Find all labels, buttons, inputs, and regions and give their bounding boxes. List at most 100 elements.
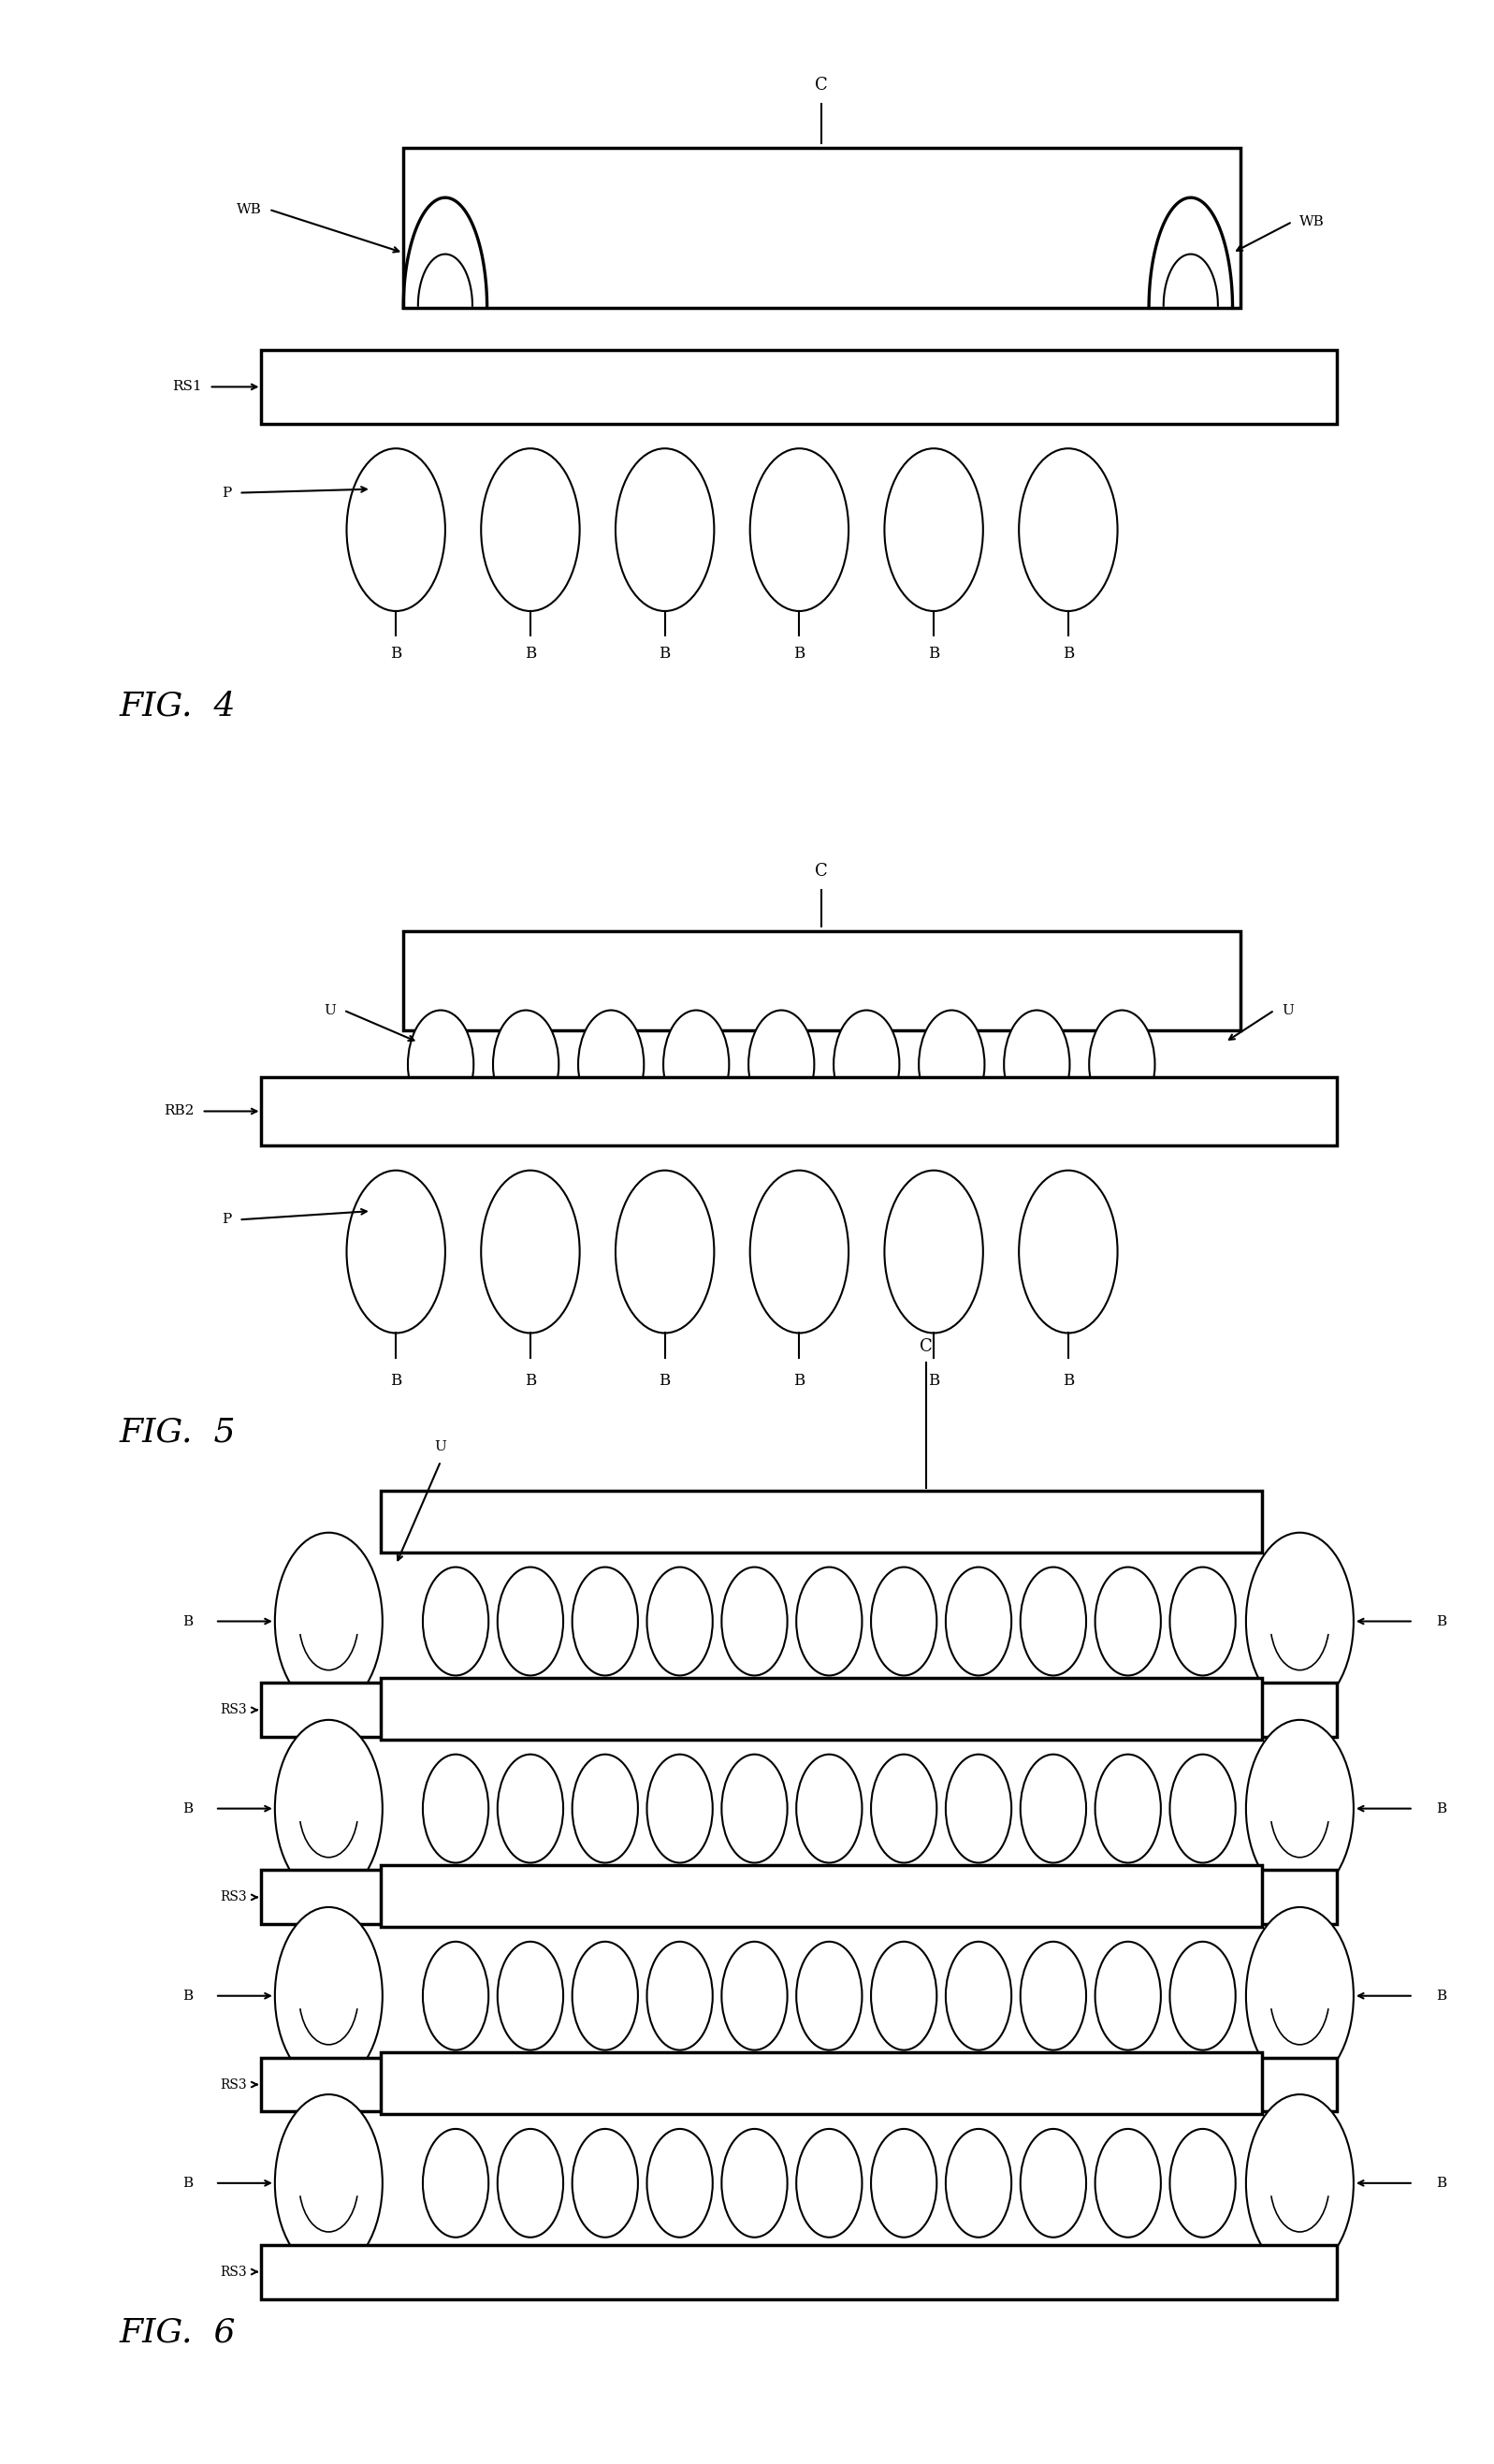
Text: B: B xyxy=(1436,1614,1446,1629)
Ellipse shape xyxy=(275,2094,382,2272)
Bar xyxy=(261,1870,1337,1924)
Ellipse shape xyxy=(946,1942,1011,2050)
Ellipse shape xyxy=(722,2129,787,2237)
Ellipse shape xyxy=(722,1754,787,1863)
Bar xyxy=(381,1491,1262,1552)
Text: B: B xyxy=(182,1614,193,1629)
Ellipse shape xyxy=(722,1942,787,2050)
Text: RS3: RS3 xyxy=(220,1703,247,1717)
Text: B: B xyxy=(1062,646,1074,660)
Ellipse shape xyxy=(1004,1010,1070,1119)
Ellipse shape xyxy=(946,1754,1011,1863)
Text: C: C xyxy=(920,1338,932,1355)
Ellipse shape xyxy=(884,448,983,611)
Ellipse shape xyxy=(1246,2094,1354,2272)
Ellipse shape xyxy=(946,2129,1011,2237)
Ellipse shape xyxy=(1019,1170,1118,1333)
Ellipse shape xyxy=(1170,2129,1236,2237)
Ellipse shape xyxy=(498,1567,563,1676)
Text: FIG.  4: FIG. 4 xyxy=(120,690,236,722)
Ellipse shape xyxy=(796,1942,862,2050)
Ellipse shape xyxy=(572,2129,638,2237)
Text: RS3: RS3 xyxy=(220,2077,247,2092)
Ellipse shape xyxy=(493,1010,559,1119)
Ellipse shape xyxy=(498,2129,563,2237)
Ellipse shape xyxy=(796,1754,862,1863)
Ellipse shape xyxy=(1020,2129,1086,2237)
Text: B: B xyxy=(1436,1801,1446,1816)
Ellipse shape xyxy=(275,1907,382,2085)
Ellipse shape xyxy=(481,1170,580,1333)
Text: B: B xyxy=(1436,2176,1446,2190)
Ellipse shape xyxy=(1246,1533,1354,1710)
Ellipse shape xyxy=(498,1942,563,2050)
Text: B: B xyxy=(524,1372,536,1387)
Text: B: B xyxy=(524,646,536,660)
Ellipse shape xyxy=(1170,1567,1236,1676)
Ellipse shape xyxy=(647,2129,713,2237)
Ellipse shape xyxy=(871,1567,937,1676)
Text: B: B xyxy=(793,1372,805,1387)
Text: B: B xyxy=(1436,1988,1446,2003)
Ellipse shape xyxy=(748,1010,814,1119)
Ellipse shape xyxy=(750,1170,849,1333)
Text: B: B xyxy=(182,1801,193,1816)
Text: RS1: RS1 xyxy=(172,379,202,394)
Text: RS3: RS3 xyxy=(220,1890,247,1905)
Text: C: C xyxy=(816,862,828,880)
Ellipse shape xyxy=(1020,1754,1086,1863)
Text: P: P xyxy=(223,485,232,500)
Bar xyxy=(261,350,1337,424)
Bar xyxy=(381,2053,1262,2114)
Bar xyxy=(261,1077,1337,1146)
Ellipse shape xyxy=(750,448,849,611)
Ellipse shape xyxy=(1095,1567,1161,1676)
Ellipse shape xyxy=(1020,1942,1086,2050)
Text: WB: WB xyxy=(236,202,261,217)
Text: B: B xyxy=(390,1372,402,1387)
Ellipse shape xyxy=(347,1170,445,1333)
Ellipse shape xyxy=(1246,1720,1354,1897)
Text: B: B xyxy=(390,646,402,660)
Ellipse shape xyxy=(578,1010,644,1119)
Ellipse shape xyxy=(1170,1754,1236,1863)
Text: FIG.  5: FIG. 5 xyxy=(120,1417,236,1449)
Ellipse shape xyxy=(871,1942,937,2050)
Ellipse shape xyxy=(647,1754,713,1863)
Text: U: U xyxy=(324,1003,336,1018)
Bar xyxy=(403,148,1240,308)
Text: WB: WB xyxy=(1300,214,1325,229)
Text: RS3: RS3 xyxy=(220,2264,247,2279)
Ellipse shape xyxy=(498,1754,563,1863)
Ellipse shape xyxy=(423,1754,489,1863)
Ellipse shape xyxy=(572,1942,638,2050)
Text: B: B xyxy=(659,1372,671,1387)
Ellipse shape xyxy=(275,1533,382,1710)
Ellipse shape xyxy=(834,1010,899,1119)
Text: B: B xyxy=(928,646,940,660)
Ellipse shape xyxy=(884,1170,983,1333)
Text: B: B xyxy=(182,2176,193,2190)
Text: B: B xyxy=(793,646,805,660)
Ellipse shape xyxy=(1095,1942,1161,2050)
Ellipse shape xyxy=(796,2129,862,2237)
Ellipse shape xyxy=(1095,2129,1161,2237)
Ellipse shape xyxy=(946,1567,1011,1676)
Bar xyxy=(403,931,1240,1030)
Ellipse shape xyxy=(408,1010,474,1119)
Text: FIG.  6: FIG. 6 xyxy=(120,2316,236,2348)
Bar xyxy=(381,1678,1262,1740)
Ellipse shape xyxy=(647,1942,713,2050)
Ellipse shape xyxy=(423,1942,489,2050)
Text: RB2: RB2 xyxy=(164,1104,194,1119)
Text: B: B xyxy=(1062,1372,1074,1387)
Ellipse shape xyxy=(871,1754,937,1863)
Ellipse shape xyxy=(1019,448,1118,611)
Ellipse shape xyxy=(423,2129,489,2237)
Ellipse shape xyxy=(572,1567,638,1676)
Ellipse shape xyxy=(1170,1942,1236,2050)
Text: C: C xyxy=(816,76,828,94)
Ellipse shape xyxy=(616,1170,714,1333)
Bar xyxy=(261,1683,1337,1737)
Ellipse shape xyxy=(1020,1567,1086,1676)
